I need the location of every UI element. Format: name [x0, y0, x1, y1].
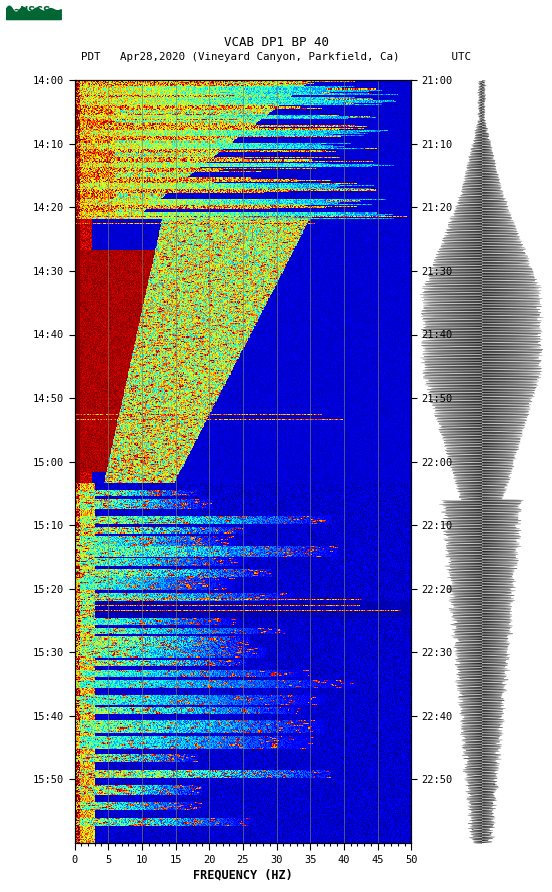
- Text: ≈USGS: ≈USGS: [14, 5, 51, 19]
- Text: VCAB DP1 BP 40: VCAB DP1 BP 40: [224, 36, 328, 49]
- X-axis label: FREQUENCY (HZ): FREQUENCY (HZ): [193, 869, 293, 882]
- Text: PDT   Apr28,2020 (Vineyard Canyon, Parkfield, Ca)        UTC: PDT Apr28,2020 (Vineyard Canyon, Parkfie…: [81, 52, 471, 62]
